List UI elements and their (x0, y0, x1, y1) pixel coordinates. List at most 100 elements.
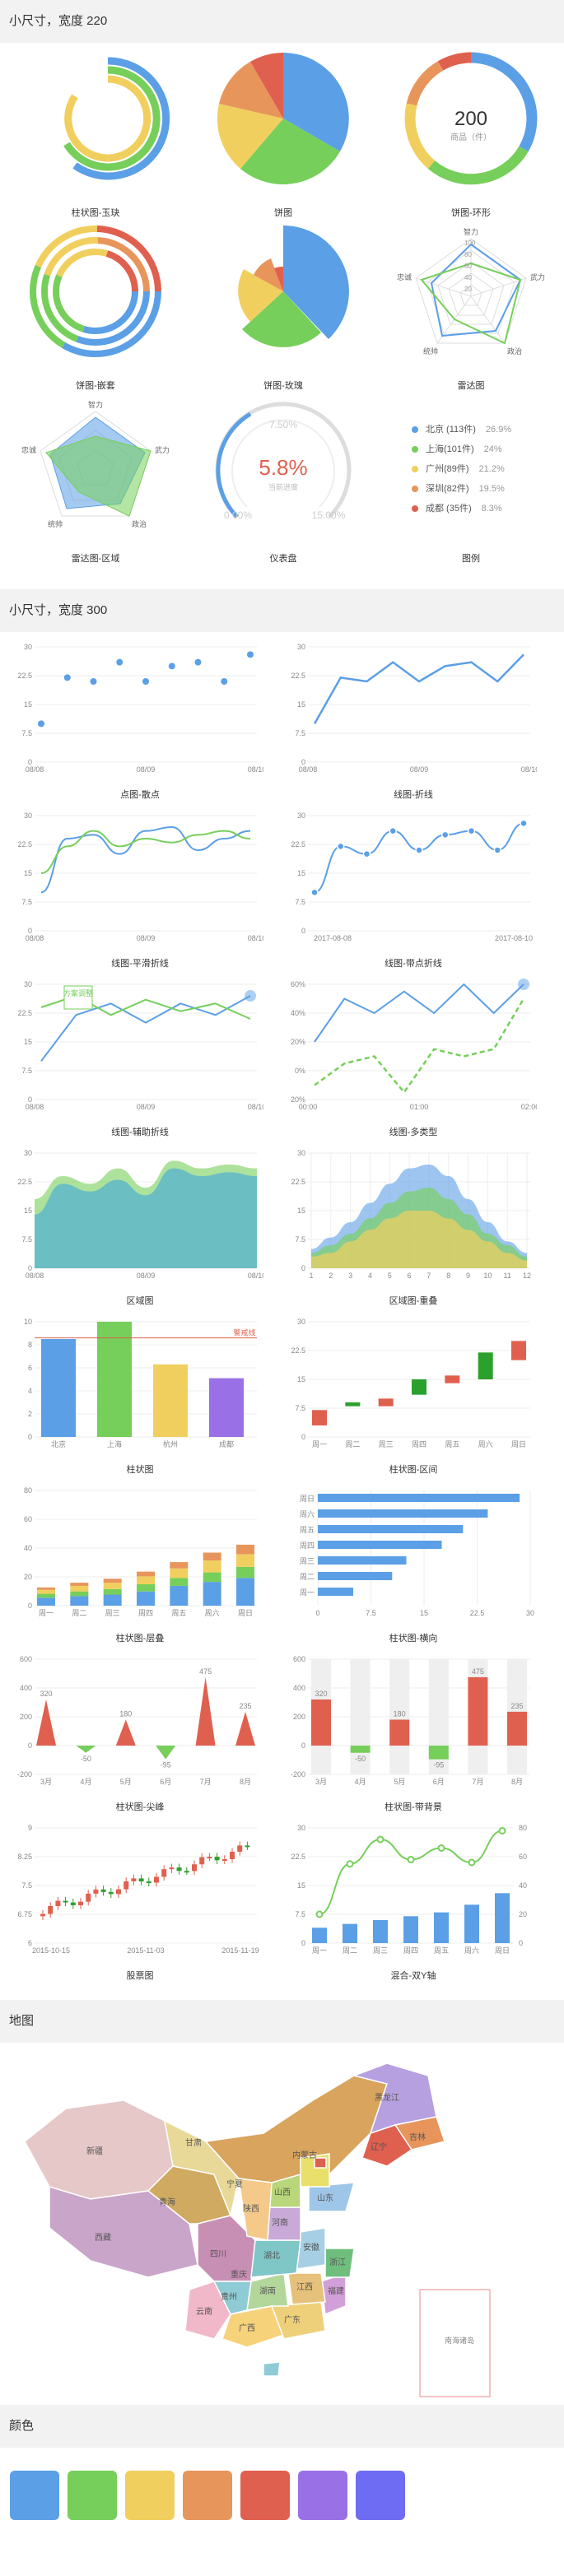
y-tick-label: 0 (28, 1741, 32, 1750)
region-liaoning (361, 2124, 413, 2167)
y-tick-label: 2 (28, 1410, 32, 1418)
swatch-red (240, 2471, 290, 2520)
candlestick (131, 1878, 137, 1881)
stacked-bar-segment (170, 1562, 189, 1569)
svg-text:吉林: 吉林 (409, 2132, 426, 2142)
chart-card: 60% 40% 20% 0% -20%00:00 01:00 02:00 线图-多类型 (288, 976, 539, 1145)
line-point (498, 1827, 506, 1834)
chart-svg: 30 22.5 15 7.5 008/08 08/09 08/10 (17, 643, 266, 774)
y-tick-label: 6 (28, 1939, 32, 1947)
spike-bar (115, 1719, 136, 1746)
x-tick-label: 上海 (107, 1439, 122, 1448)
y-tick-label: 15 (297, 1881, 305, 1890)
pie-slice-shenzhen (219, 62, 283, 119)
line-point (376, 1835, 385, 1844)
stacked-bar-segment (103, 1583, 122, 1589)
svg-text:广东: 广东 (284, 2314, 301, 2325)
x-tick-label: 4 (368, 1272, 372, 1280)
x-tick-label: 7 (426, 1272, 431, 1280)
donut-svg: 200 商品（件） (404, 52, 538, 185)
y-tick-label: 0 (301, 758, 305, 766)
y-tick-label: 22.5 (17, 672, 32, 680)
svg-text:辽宁: 辽宁 (371, 2141, 387, 2152)
x-tick-label: 08/09 (137, 765, 156, 774)
y-tick-label: 30 (297, 643, 305, 651)
x-tick-label: 3 (348, 1272, 352, 1280)
scatter-point (38, 720, 44, 728)
y-tick-label: 0 (301, 927, 305, 935)
legend-item[interactable]: 成都 (35件) 8.3% (412, 499, 511, 518)
svg-text:湖南: 湖南 (259, 2285, 276, 2296)
candlestick (214, 1857, 220, 1861)
y-tick-label: -200 (17, 1770, 32, 1779)
candlestick (70, 1902, 76, 1905)
stacked-bar-segment (236, 1554, 254, 1567)
svg-text:智力: 智力 (88, 400, 103, 409)
x-tick-label: 7月 (472, 1778, 483, 1786)
spike-bar (156, 1746, 176, 1760)
line-point (437, 1844, 445, 1852)
chart-caption: 柱状图-带背景 (385, 1802, 442, 1812)
swatch-blue (10, 2471, 59, 2520)
chart-svg: 600 400 200 0 -200 320 3月 -50 4月 180 5月 -95 6月 475 7月 2… (291, 1655, 530, 1786)
line-point (310, 888, 319, 897)
bar (153, 1364, 188, 1437)
y-tick-label: 7.5 (295, 1910, 305, 1918)
y-tick-label: 0 (301, 1433, 305, 1441)
candlestick (237, 1845, 243, 1852)
china-map[interactable]: 新疆 西藏 青海 甘肃 内蒙古 黑龙江 吉林 辽宁 四川 云南 广西 广东 湖南… (0, 2043, 564, 2405)
chart-caption: 点图-散点 (120, 790, 160, 800)
line-series (319, 1830, 503, 1915)
area-series (35, 1168, 257, 1268)
stacked-bar-segment (203, 1552, 221, 1561)
candlestick (55, 1900, 61, 1906)
ring-arc-1 (72, 57, 170, 180)
caption-rose: 饼图-玫瑰 (263, 381, 303, 391)
x-tick-label: 3月 (40, 1778, 52, 1786)
stacked-bar-segment (203, 1572, 221, 1583)
svg-text:西藏: 西藏 (95, 2233, 111, 2243)
chart-caption: 混合-双Y轴 (390, 1971, 436, 1981)
y-tick-label: 600 (20, 1655, 32, 1663)
candlestick (48, 1905, 54, 1914)
chart-card: 80 60 40 20 0 周一 周二 周三 周四 周五 周六 周日 柱状图-层叠 (16, 1482, 263, 1651)
svg-text:广西: 广西 (239, 2323, 255, 2333)
svg-text:政治: 政治 (507, 346, 522, 356)
bar (507, 1711, 527, 1746)
svg-text:武力: 武力 (155, 445, 170, 454)
y-tick-label: 20% (291, 1038, 305, 1046)
bar-background (389, 1659, 410, 1774)
region-hainan (263, 2361, 281, 2377)
y-tick-label: 15 (297, 1207, 305, 1215)
y-tick-label: 22.5 (17, 1178, 32, 1186)
region-zhejiang (324, 2248, 355, 2278)
y-tick-label: 4 (28, 1387, 32, 1395)
x-tick-label: 6月 (160, 1778, 171, 1786)
svg-text:湖北: 湖北 (263, 2251, 280, 2261)
svg-text:宁夏: 宁夏 (226, 2178, 243, 2189)
spike-bar (36, 1700, 56, 1746)
spike-bar (76, 1746, 96, 1753)
candlestick (192, 1864, 197, 1872)
legend-item[interactable]: 深圳(82件) 19.5% (412, 479, 511, 499)
chart-caption: 柱状图-尖峰 (115, 1802, 165, 1812)
legend-item[interactable]: 上海(101件) 24% (412, 439, 511, 459)
highlight-point (518, 979, 529, 990)
chart-card: 30 22.5 15 7.5 008/08 08/09 08/10 区域图 (16, 1145, 266, 1314)
section-header-colors: 颜色 (0, 2405, 564, 2448)
x-tick-label: 周六 (205, 1608, 220, 1617)
legend-item[interactable]: 广州(89件) 21.2% (412, 459, 511, 479)
legend-item[interactable]: 北京 (113件) 26.9% (412, 420, 511, 439)
bar (428, 1746, 449, 1760)
y-tick-label: 7.5 (21, 1067, 32, 1075)
gauge-value: 5.8% (259, 455, 307, 480)
svg-text:40: 40 (464, 274, 472, 281)
horizontal-bar (318, 1525, 464, 1533)
stacked-bar-segment (137, 1576, 155, 1585)
data-label: 320 (40, 1690, 52, 1698)
x-tick-label: 15 (420, 1609, 428, 1617)
stacked-bar-segment (70, 1596, 89, 1606)
line-point (493, 846, 501, 854)
region-yunnan (184, 2281, 231, 2340)
y-tick-label: 0 (28, 1433, 32, 1441)
